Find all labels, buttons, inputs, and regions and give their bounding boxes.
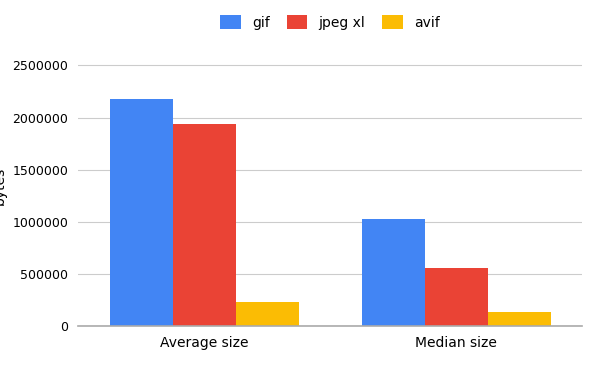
Bar	[110, 99, 173, 326]
Bar	[361, 219, 425, 326]
Bar	[425, 268, 487, 326]
Bar	[173, 124, 235, 326]
Bar	[235, 302, 299, 326]
Legend: gif, jpeg xl, avif: gif, jpeg xl, avif	[220, 15, 440, 30]
Bar	[487, 312, 551, 326]
Y-axis label: bytes: bytes	[0, 166, 7, 205]
